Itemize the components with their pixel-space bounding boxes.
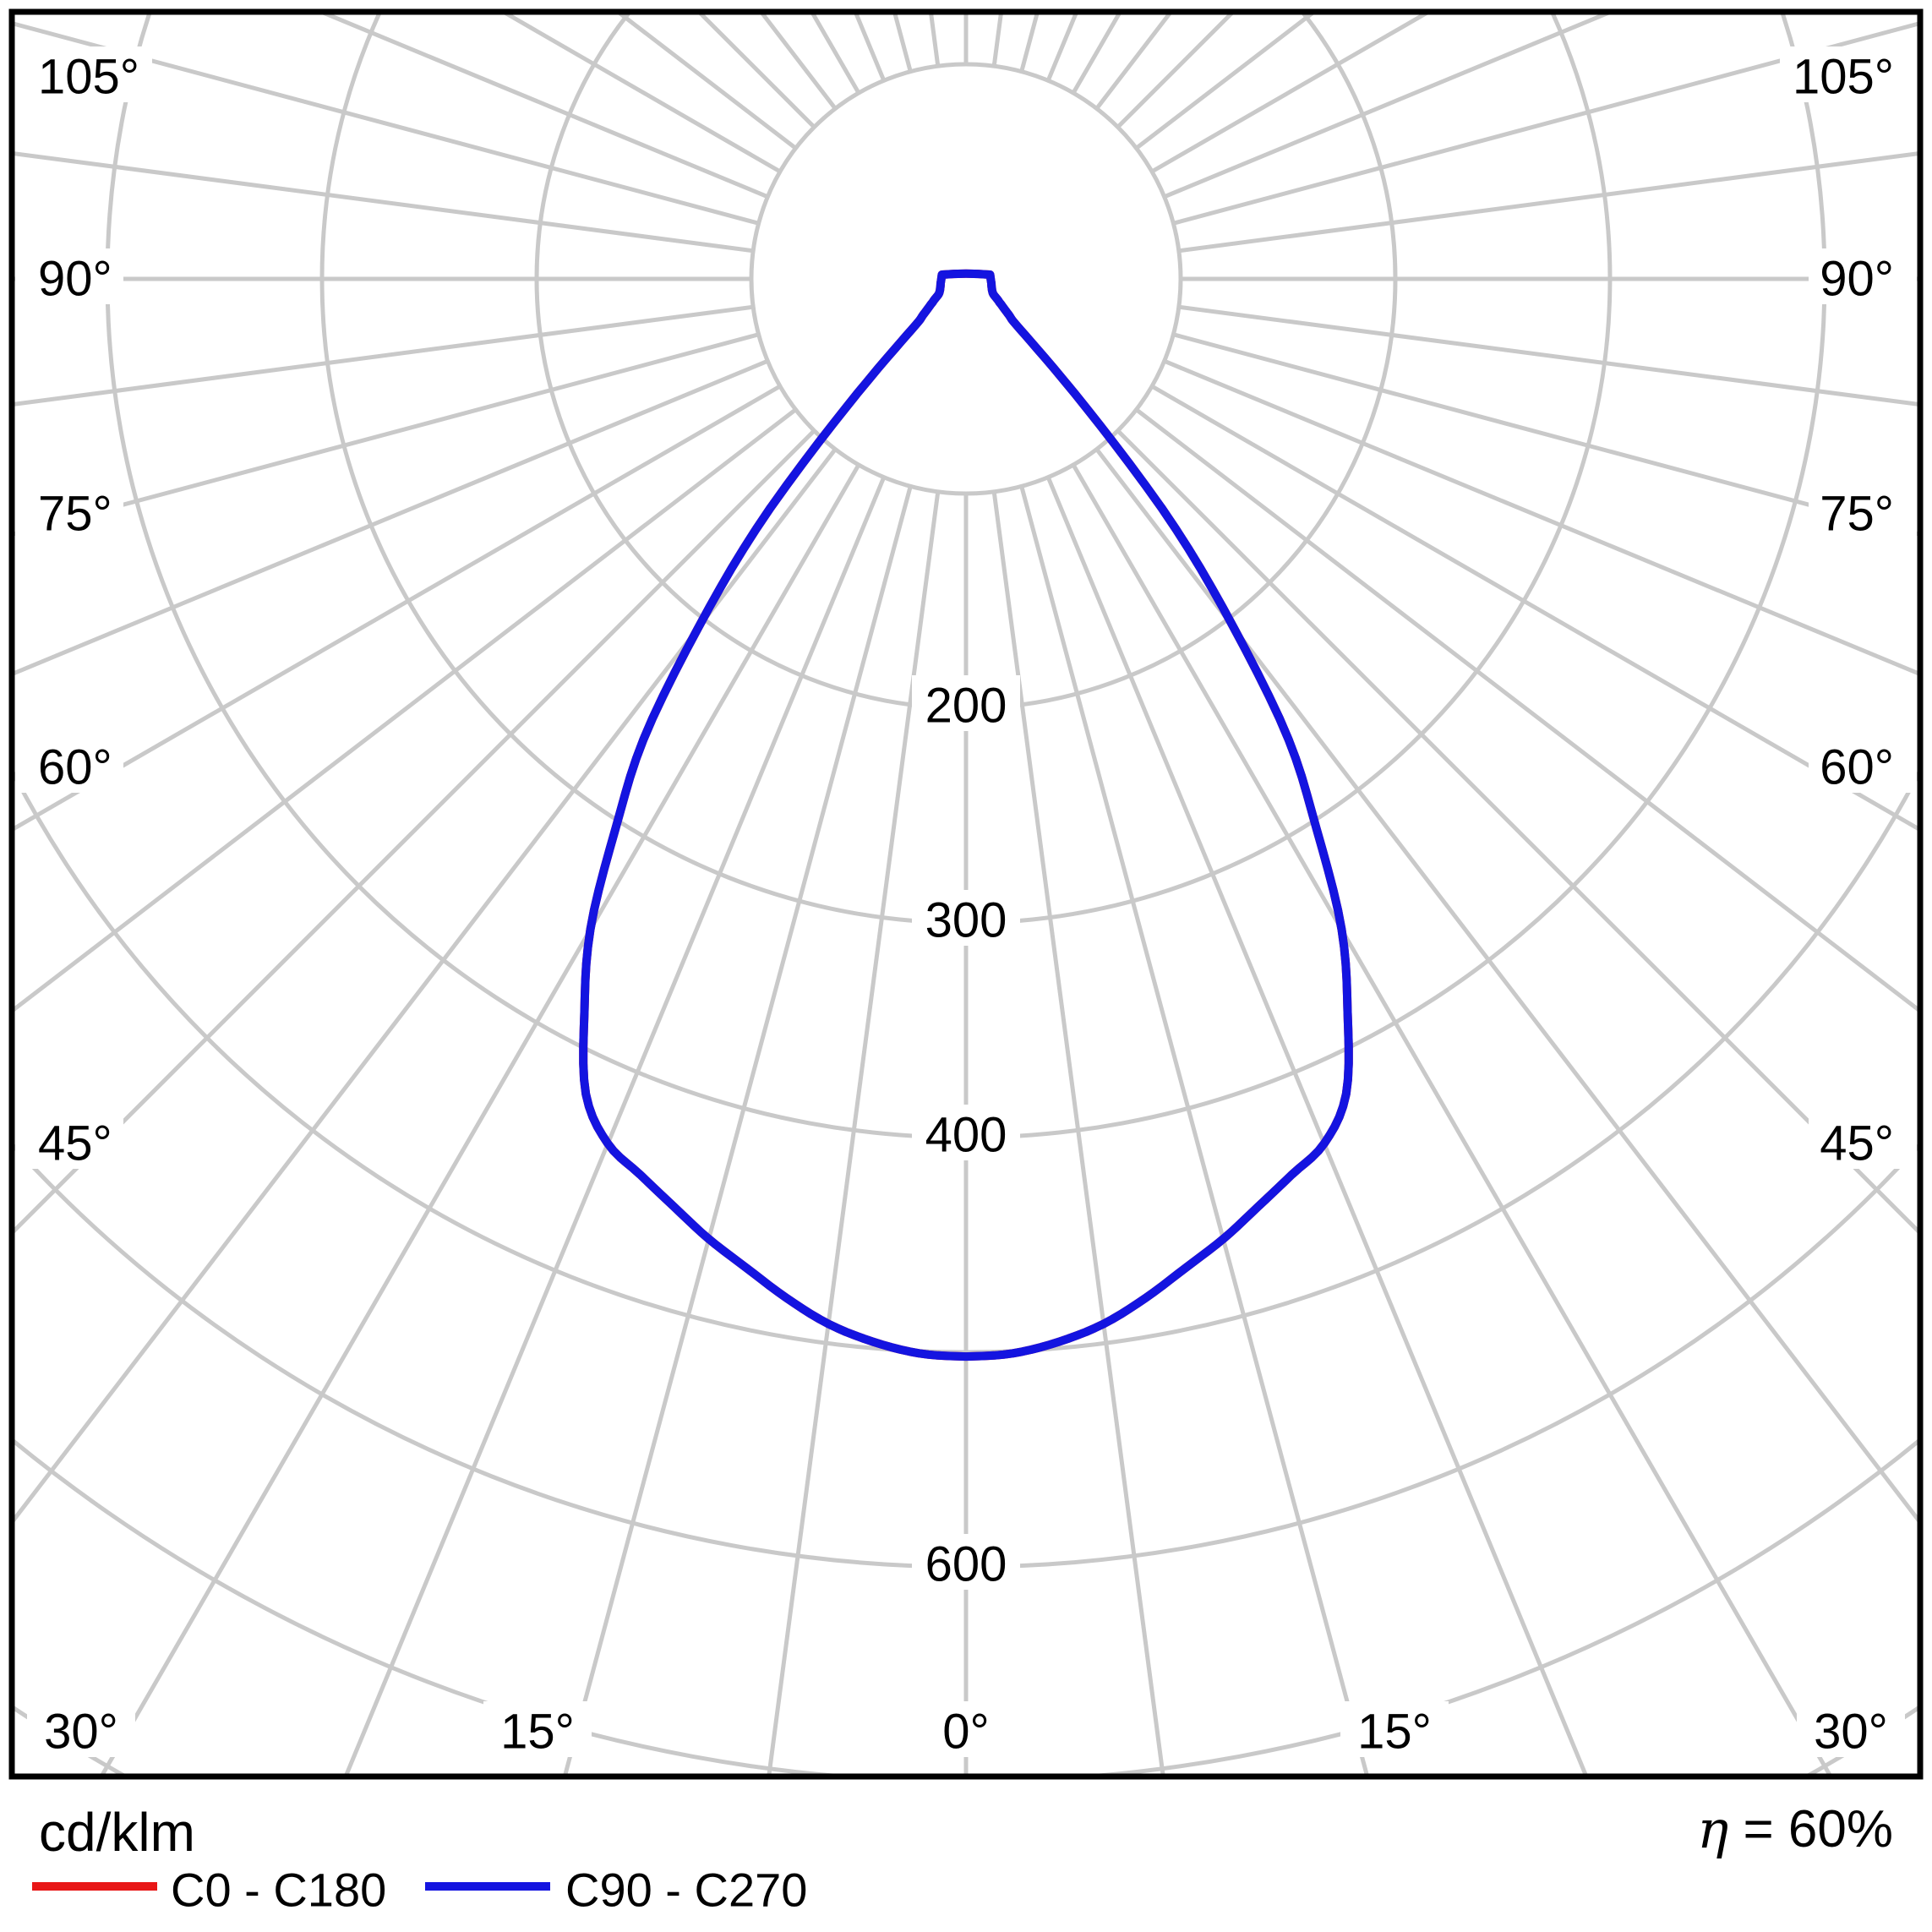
efficiency-label: η = 60%	[1697, 1798, 1893, 1860]
grid-radial-30	[1071, 463, 1832, 1774]
angle-label-bottom-3-15: 15°	[1357, 1705, 1432, 1760]
grid-radial-277.5	[14, 304, 754, 407]
grid-radial-255	[14, 21, 760, 226]
label-box	[1809, 248, 1917, 304]
label-box	[15, 248, 123, 304]
label-box	[926, 1701, 1006, 1757]
grid-radial-285	[14, 332, 760, 537]
label-box	[15, 46, 152, 102]
axis-labels: 105° 105° 90° 90° 75° 75° 60° 60° 45° 45° 30° 15° 0°…	[15, 46, 1917, 1760]
legend: cd/klm C0 - C180 C90 - C270 η = 60%	[32, 1798, 1893, 1917]
grid-radial-292.5	[14, 358, 769, 676]
label-box	[1809, 483, 1917, 539]
label-box	[1780, 46, 1917, 102]
label-box	[27, 1701, 135, 1757]
label-box	[15, 1113, 123, 1169]
intensity-curves	[579, 269, 1353, 1362]
ring-label-200: 200	[925, 679, 1007, 734]
grid-radial-15	[1019, 485, 1369, 1774]
grid-radial-75	[1172, 332, 1918, 537]
ring-label-300: 300	[925, 893, 1007, 948]
angle-label-left-75: 75°	[38, 487, 112, 542]
ring-label-400: 400	[925, 1108, 1007, 1163]
grid-radial-330	[100, 463, 861, 1774]
grid-radial-82.5	[1178, 304, 1918, 407]
grid-radial-112.5	[1163, 14, 1611, 199]
label-box	[912, 675, 1020, 731]
angle-label-right-75: 75°	[1820, 487, 1894, 542]
label-box	[912, 1534, 1020, 1590]
angle-label-left-60: 60°	[38, 740, 112, 795]
angle-label-left-105: 105°	[38, 50, 139, 105]
angle-label-right-45: 45°	[1820, 1116, 1894, 1171]
grid-radial-22.5	[1045, 476, 1588, 1774]
angle-label-bottom-4-30: 30°	[1814, 1705, 1888, 1760]
label-box	[912, 890, 1020, 946]
plot-border	[8, 8, 1924, 1780]
grid-radial-105	[1172, 21, 1918, 226]
label-box	[1797, 1701, 1905, 1757]
grid-radial-345	[563, 485, 913, 1774]
grid-radial-307.5	[14, 407, 798, 1012]
grid-radial-7.5	[991, 491, 1165, 1774]
angle-label-bottom-0-30: 30°	[44, 1705, 118, 1760]
grid-radial-337.5	[344, 476, 887, 1774]
angle-label-right-105: 105°	[1793, 50, 1894, 105]
grid-radial-247.5	[321, 14, 769, 199]
grid-radial-67.5	[1163, 358, 1918, 676]
label-box	[15, 737, 123, 793]
grid-radial-37.5	[1094, 447, 1918, 1523]
grid-ring-100	[749, 62, 1183, 496]
ring-label-600: 600	[925, 1537, 1007, 1592]
grid-radial-60	[1150, 384, 1918, 831]
angle-label-right-90: 90°	[1820, 252, 1894, 307]
grid-radial-97.5	[1178, 151, 1918, 254]
curve-c90-c270	[579, 269, 1353, 1362]
label-box	[1340, 1701, 1449, 1757]
units-label: cd/klm	[39, 1802, 195, 1863]
angle-label-bottom-2-0: 0°	[942, 1705, 989, 1760]
angle-label-bottom-1-15: 15°	[500, 1705, 575, 1760]
legend-label-c0-c180: C0 - C180	[171, 1864, 386, 1917]
label-box	[1809, 737, 1917, 793]
grid-radial-300	[14, 384, 782, 831]
angle-label-right-60: 60°	[1820, 740, 1894, 795]
grid-radial-352.5	[767, 491, 941, 1774]
grid-radial-322.5	[14, 447, 838, 1523]
angle-label-left-90: 90°	[38, 252, 112, 307]
grid-radial-262.5	[14, 151, 754, 254]
legend-label-c90-c270: C90 - C270	[565, 1864, 807, 1917]
grid-radial-52.5	[1134, 407, 1918, 1012]
label-box	[15, 483, 123, 539]
label-box	[1809, 1113, 1917, 1169]
label-box	[912, 1105, 1020, 1160]
label-box	[483, 1701, 592, 1757]
angle-label-left-45: 45°	[38, 1116, 112, 1171]
